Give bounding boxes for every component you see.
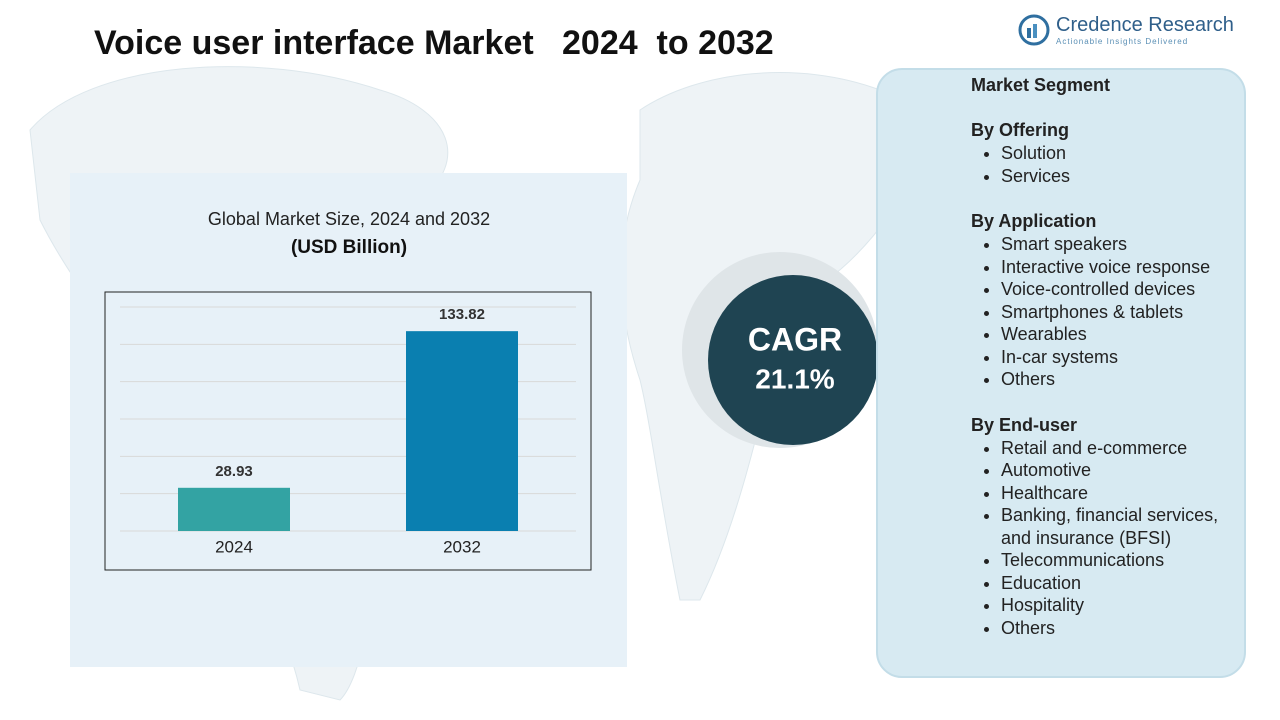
chart-title: Global Market Size, 2024 and 2032 [208, 209, 490, 229]
segment-item: In-car systems [1001, 346, 1244, 369]
logo-icon [1018, 14, 1050, 46]
segment-list: Retail and e-commerceAutomotiveHealthcar… [971, 437, 1244, 640]
segment-heading: By Application [971, 211, 1097, 231]
value-label: 28.93 [215, 463, 253, 480]
cagr-label: CAGR [748, 321, 842, 357]
segment-list: SolutionServices [971, 142, 1244, 187]
segment-item: Automotive [1001, 459, 1244, 482]
chart-subtitle: (USD Billion) [291, 237, 407, 258]
logo-name: Credence Research [1056, 14, 1234, 36]
segment-heading: By Offering [971, 120, 1070, 140]
plot-frame [104, 291, 592, 571]
segment-item: Retail and e-commerce [1001, 437, 1244, 460]
segment-panel: Market Segment By OfferingSolutionServic… [876, 68, 1246, 678]
logo-text: Credence Research Actionable Insights De… [1056, 14, 1234, 46]
bar [178, 487, 290, 531]
logo: Credence Research Actionable Insights De… [1018, 14, 1234, 46]
segment-item: Smartphones & tablets [1001, 301, 1244, 324]
segment-item: Others [1001, 368, 1244, 391]
segment-item: Wearables [1001, 323, 1244, 346]
segment-item: Healthcare [1001, 482, 1244, 505]
segment-item: Interactive voice response [1001, 256, 1244, 279]
segment-title: Market Segment [971, 75, 1111, 95]
cagr-circle [708, 275, 878, 445]
segment-item: Others [1001, 617, 1244, 640]
segment-item: Solution [1001, 142, 1244, 165]
x-tick-label: 2032 [443, 537, 481, 556]
chart-panel [70, 173, 627, 667]
segment-item: Telecommunications [1001, 549, 1244, 572]
plot: 2024 28.93 2032 133.82 [120, 306, 576, 556]
segment-item: Education [1001, 572, 1244, 595]
cagr-value: 21.1% [755, 363, 834, 394]
segment-item: Smart speakers [1001, 233, 1244, 256]
value-label: 133.82 [439, 306, 485, 323]
segment-item: Services [1001, 165, 1244, 188]
logo-tagline: Actionable Insights Delivered [1056, 37, 1189, 46]
segment-item: Voice-controlled devices [1001, 278, 1244, 301]
x-tick-label: 2024 [215, 537, 253, 556]
page-title: Voice user interface Market 2024 to 2032 [94, 24, 774, 62]
segment-heading: By End-user [971, 414, 1078, 435]
bar [406, 331, 518, 531]
segment-item: Hospitality [1001, 594, 1244, 617]
segment-item: Banking, financial services, and insuran… [1001, 504, 1244, 549]
segment-list: Smart speakersInteractive voice response… [971, 233, 1244, 391]
